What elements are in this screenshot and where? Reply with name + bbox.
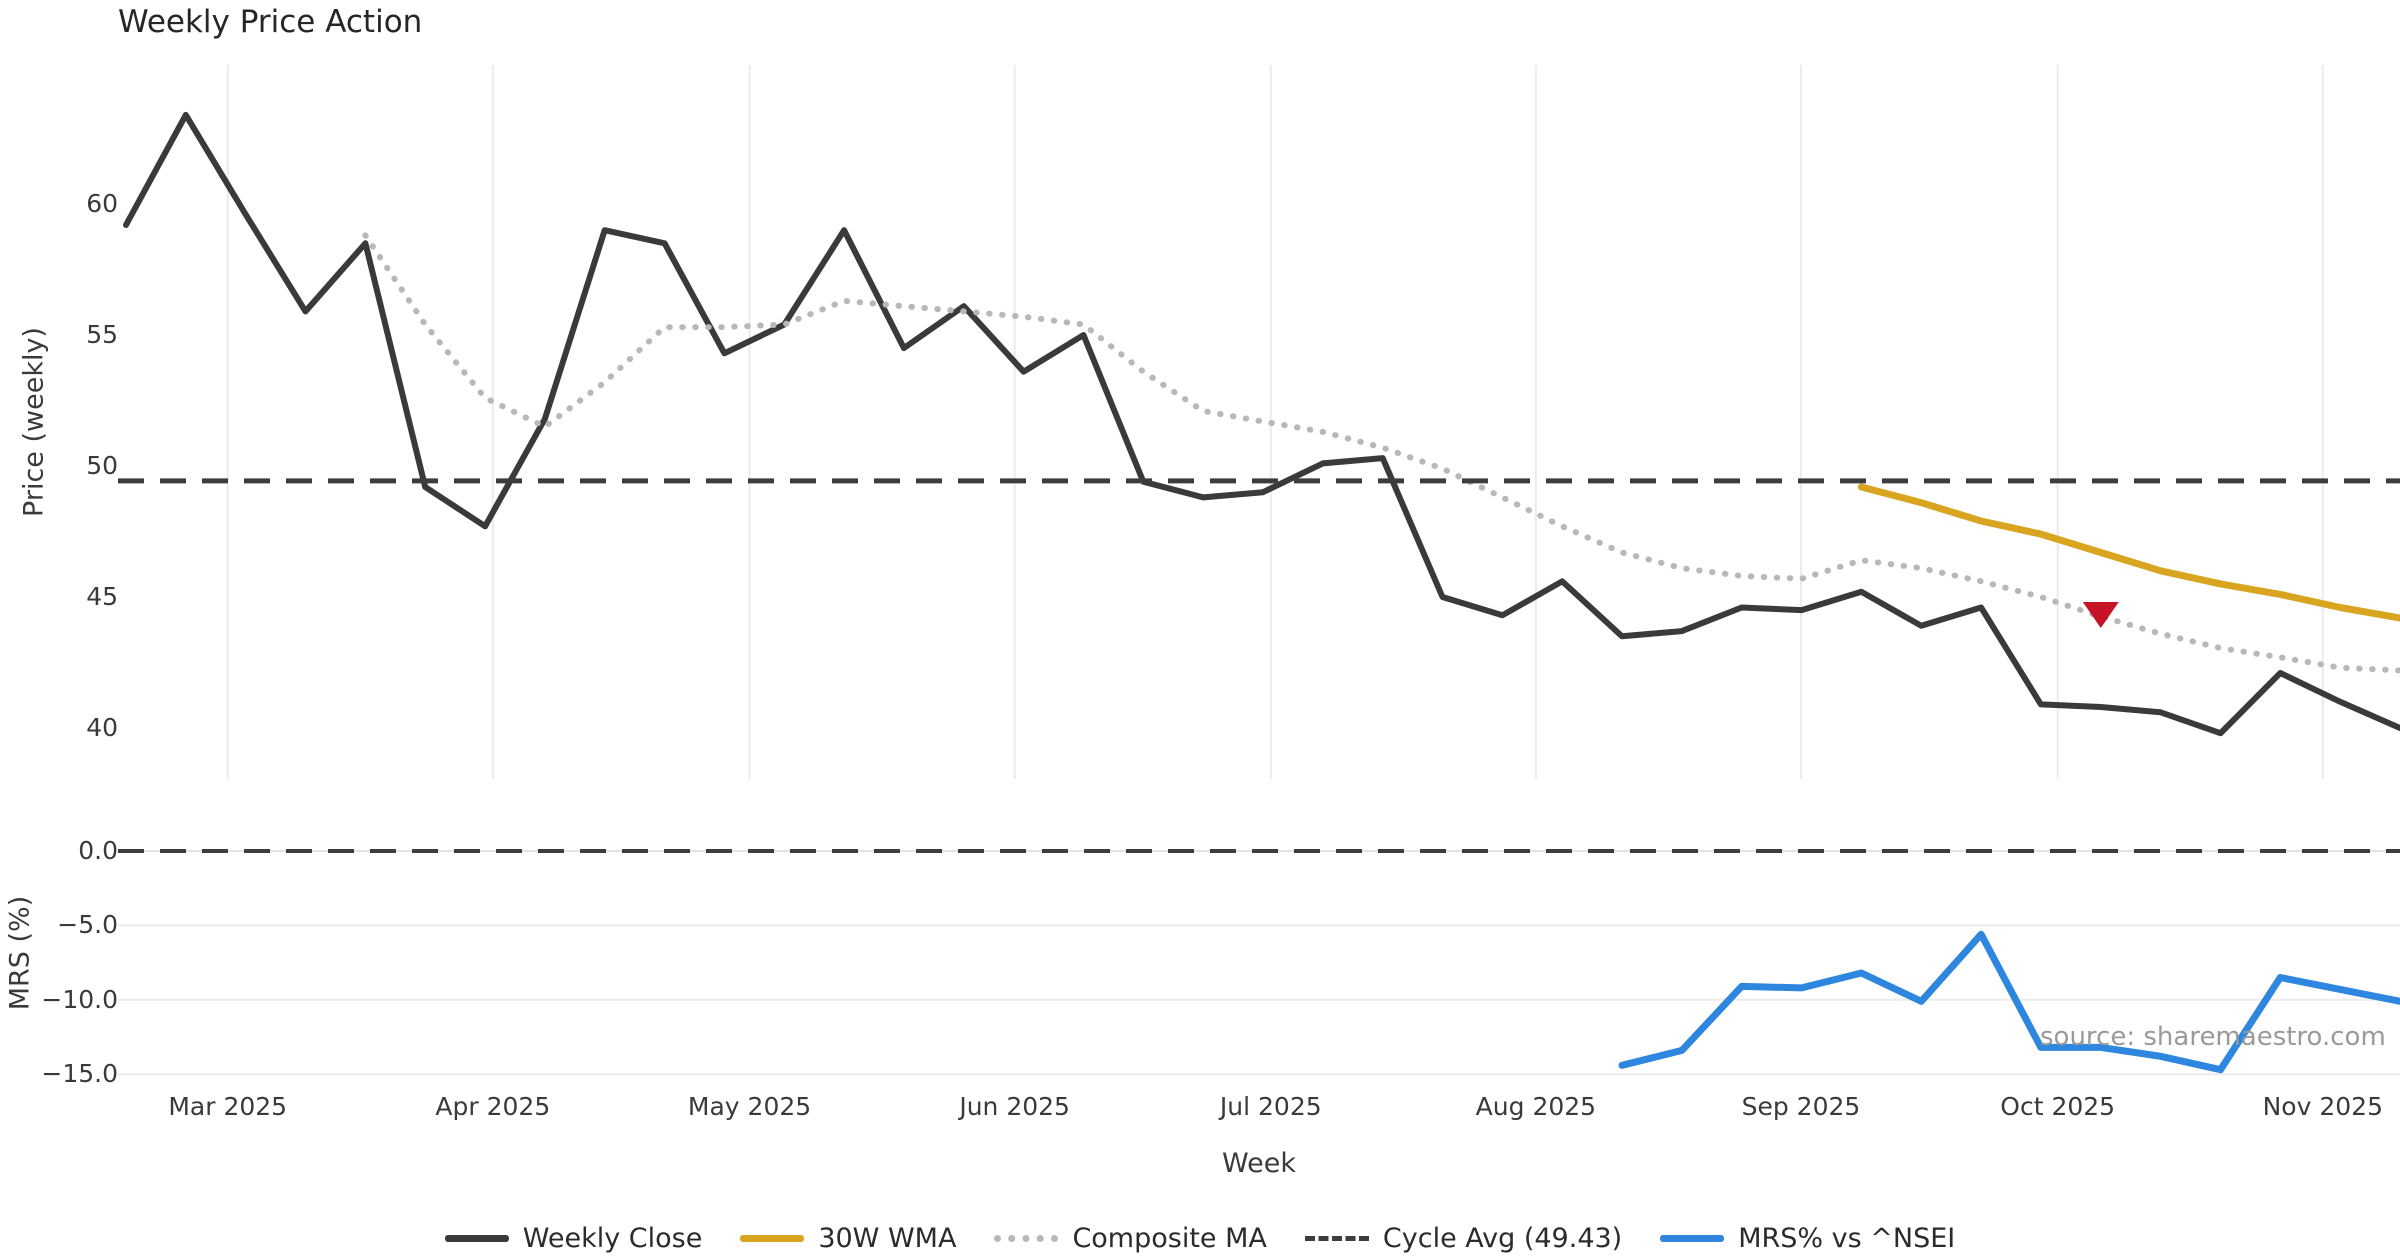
weekly-close-line <box>123 111 2400 737</box>
source-watermark: source: sharemaestro.com <box>2040 1022 2386 1052</box>
mrs-y-tick-label: −5.0 <box>57 910 118 940</box>
month-x-tick-label: Aug 2025 <box>1475 1092 1597 1121</box>
legend-item-label: MRS% vs ^NSEI <box>1738 1222 1956 1254</box>
month-x-tick-label: Mar 2025 <box>168 1092 288 1121</box>
legend-item-label: 30W WMA <box>818 1222 957 1254</box>
mrs-y-tick-label: 0.0 <box>78 836 118 865</box>
month-x-tick-label: Jul 2025 <box>1219 1092 1322 1121</box>
mrs-vs-nsei-line <box>1618 930 2400 1074</box>
price-y-tick-label: 50 <box>86 451 118 480</box>
chart-title: Weekly Price Action <box>118 4 423 40</box>
x-axis-label: Week <box>1222 1148 1296 1179</box>
legend-swatch-solid-icon <box>740 1234 805 1242</box>
30w-wma-line <box>1857 483 2400 622</box>
sell-signal-marker-icon <box>2082 602 2119 629</box>
legend-item: Composite MA <box>994 1222 1267 1254</box>
month-x-tick-label: Oct 2025 <box>2000 1092 2116 1121</box>
legend-swatch-dashed-icon <box>1304 1235 1369 1241</box>
legend-item: Cycle Avg (49.43) <box>1304 1222 1623 1254</box>
legend-swatch-solid-icon <box>444 1234 509 1242</box>
legend-item: 30W WMA <box>740 1223 956 1254</box>
price-y-axis-label: Price (weekly) <box>18 327 50 517</box>
legend-item: MRS% vs ^NSEI <box>1660 1223 1955 1254</box>
month-x-tick-label: May 2025 <box>687 1092 812 1121</box>
month-x-tick-label: Apr 2025 <box>435 1092 551 1121</box>
legend-swatch-dotted-icon <box>994 1234 1059 1242</box>
legend-item-label: Composite MA <box>1072 1222 1267 1254</box>
month-x-tick-label: Sep 2025 <box>1741 1092 1861 1121</box>
month-x-tick-label: Jun 2025 <box>959 1092 1070 1121</box>
legend-item: Weekly Close <box>444 1222 703 1254</box>
chart-legend: Weekly Close 30W WMA Composite MA Cycle Avg… <box>0 1220 2400 1256</box>
month-x-tick-label: Nov 2025 <box>2262 1092 2383 1121</box>
price-y-tick-label: 45 <box>86 582 118 611</box>
price-y-tick-label: 40 <box>86 713 118 742</box>
legend-item-label: Weekly Close <box>522 1222 703 1254</box>
legend-swatch-solid-icon <box>1660 1234 1725 1242</box>
price-y-tick-label: 60 <box>86 189 118 218</box>
mrs-y-tick-label: −15.0 <box>41 1059 118 1089</box>
legend-item-label: Cycle Avg (49.43) <box>1382 1222 1623 1254</box>
price-y-tick-label: 55 <box>86 320 118 349</box>
composite-ma-line <box>362 232 2400 674</box>
mrs-y-tick-label: −10.0 <box>41 984 118 1014</box>
